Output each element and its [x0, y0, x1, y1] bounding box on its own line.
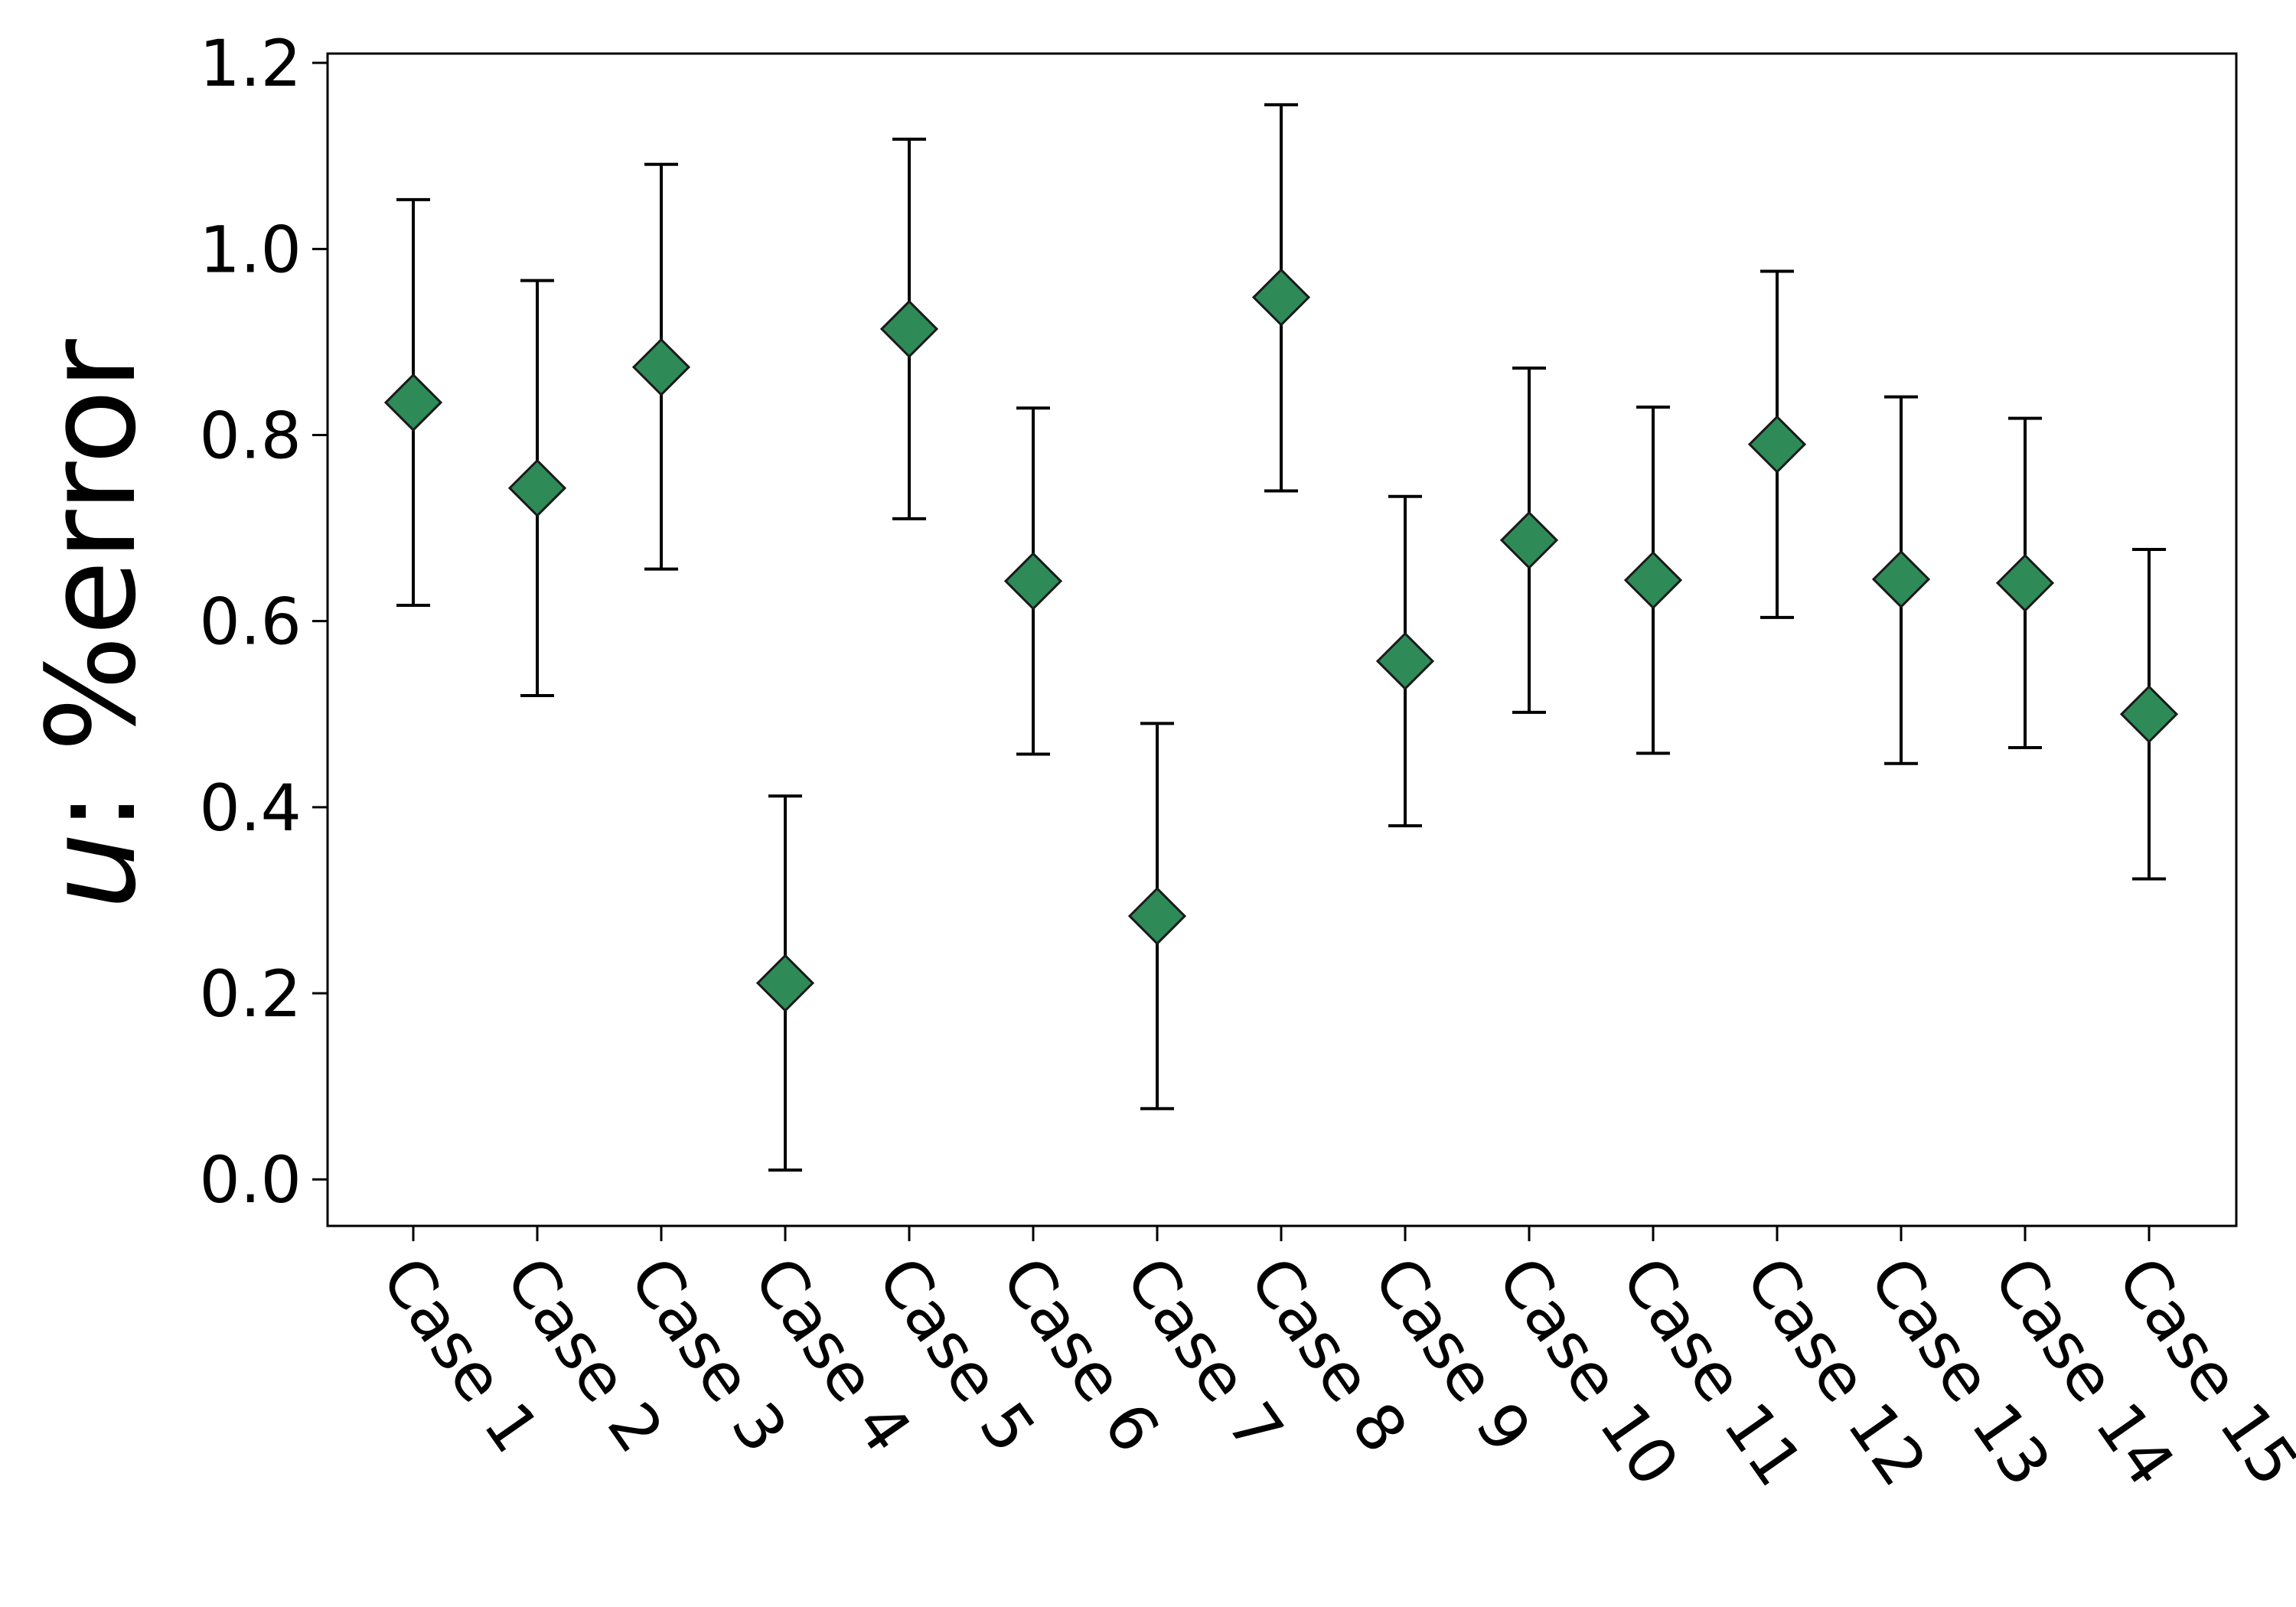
- y-tick-label: 0.4: [199, 771, 302, 846]
- data-markers: [383, 268, 2179, 1012]
- data-point: [1251, 268, 1311, 327]
- y-tick-label: 0.2: [199, 957, 302, 1032]
- data-point: [1871, 549, 1931, 609]
- data-point: [1747, 415, 1807, 474]
- y-axis-label-unit: : %error: [20, 339, 163, 832]
- y-tick-label: 0.8: [199, 399, 302, 474]
- data-point: [1499, 510, 1559, 570]
- plot-frame: [326, 52, 2238, 1227]
- y-axis-label-variable: u: [20, 832, 163, 909]
- data-point: [1995, 553, 2055, 612]
- data-point: [879, 299, 939, 359]
- data-point: [1127, 886, 1187, 946]
- data-point: [1375, 631, 1435, 691]
- y-axis: 0.0 0.2 0.4 0.6 0.8 1.0 1.2: [199, 26, 328, 1217]
- y-tick-label: 1.0: [199, 212, 302, 287]
- data-point: [1623, 551, 1683, 610]
- data-point: [2119, 685, 2179, 744]
- data-point: [631, 337, 691, 396]
- y-tick-label: 0.6: [199, 585, 302, 660]
- y-tick-label: 0.0: [199, 1143, 302, 1217]
- y-axis-label: u: %error: [20, 339, 163, 910]
- y-tick-label: 1.2: [199, 26, 302, 101]
- data-point: [507, 458, 567, 517]
- data-point: [755, 953, 815, 1012]
- data-point: [383, 373, 443, 432]
- data-point: [1003, 552, 1063, 611]
